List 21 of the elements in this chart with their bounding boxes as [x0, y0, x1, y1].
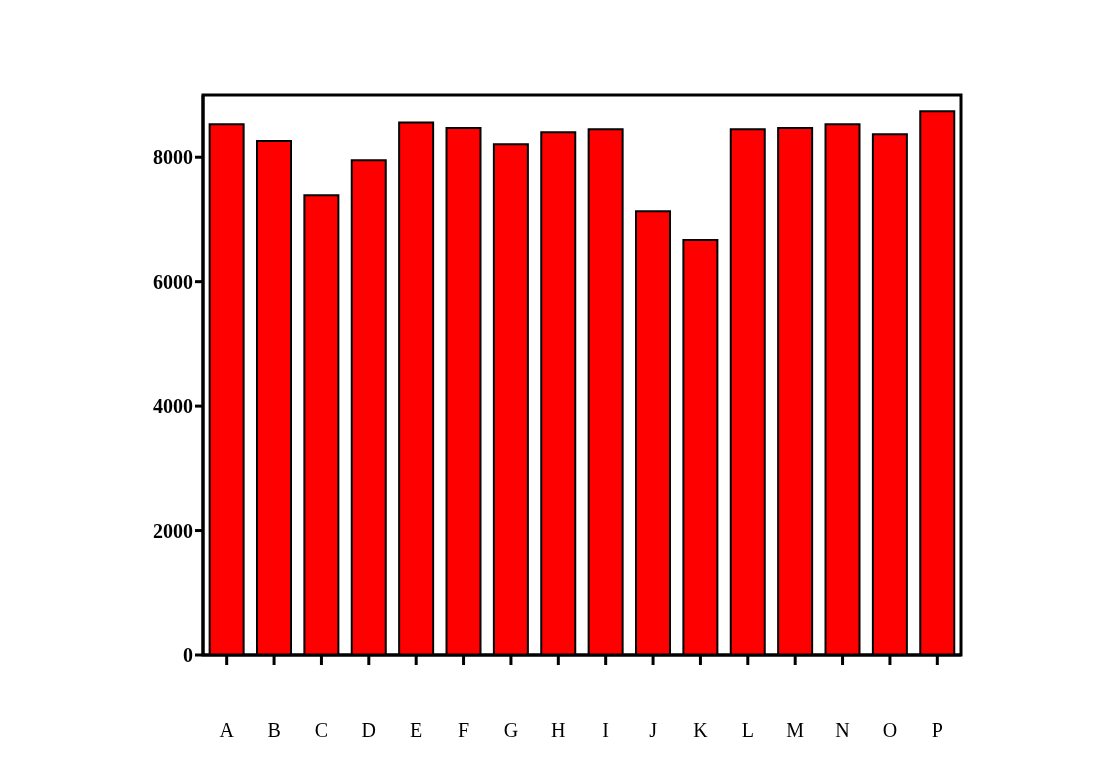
- y-tick-label: 6000: [153, 270, 193, 293]
- x-tick-label: I: [602, 719, 610, 741]
- x-tick-label: F: [458, 719, 470, 741]
- x-tick-label: G: [503, 719, 519, 741]
- x-tick-label: O: [882, 719, 898, 741]
- y-tick-label: 8000: [153, 146, 193, 169]
- y-tick-label: 4000: [153, 395, 193, 418]
- x-tick-label: D: [361, 719, 377, 741]
- x-tick-label: E: [410, 719, 423, 741]
- x-tick-label: B: [267, 719, 281, 741]
- x-tick-label: N: [835, 719, 850, 741]
- x-tick-label: J: [649, 719, 658, 741]
- x-tick-label: K: [693, 719, 709, 741]
- x-tick-label: L: [741, 719, 754, 741]
- x-tick-label: C: [314, 719, 329, 741]
- y-tick-label: 2000: [153, 519, 193, 542]
- x-tick-label: P: [931, 719, 943, 741]
- y-tick-label: 0: [183, 644, 193, 667]
- x-tick-label: H: [551, 719, 566, 741]
- x-tick-label: M: [786, 719, 805, 741]
- x-tick-label: A: [219, 719, 235, 741]
